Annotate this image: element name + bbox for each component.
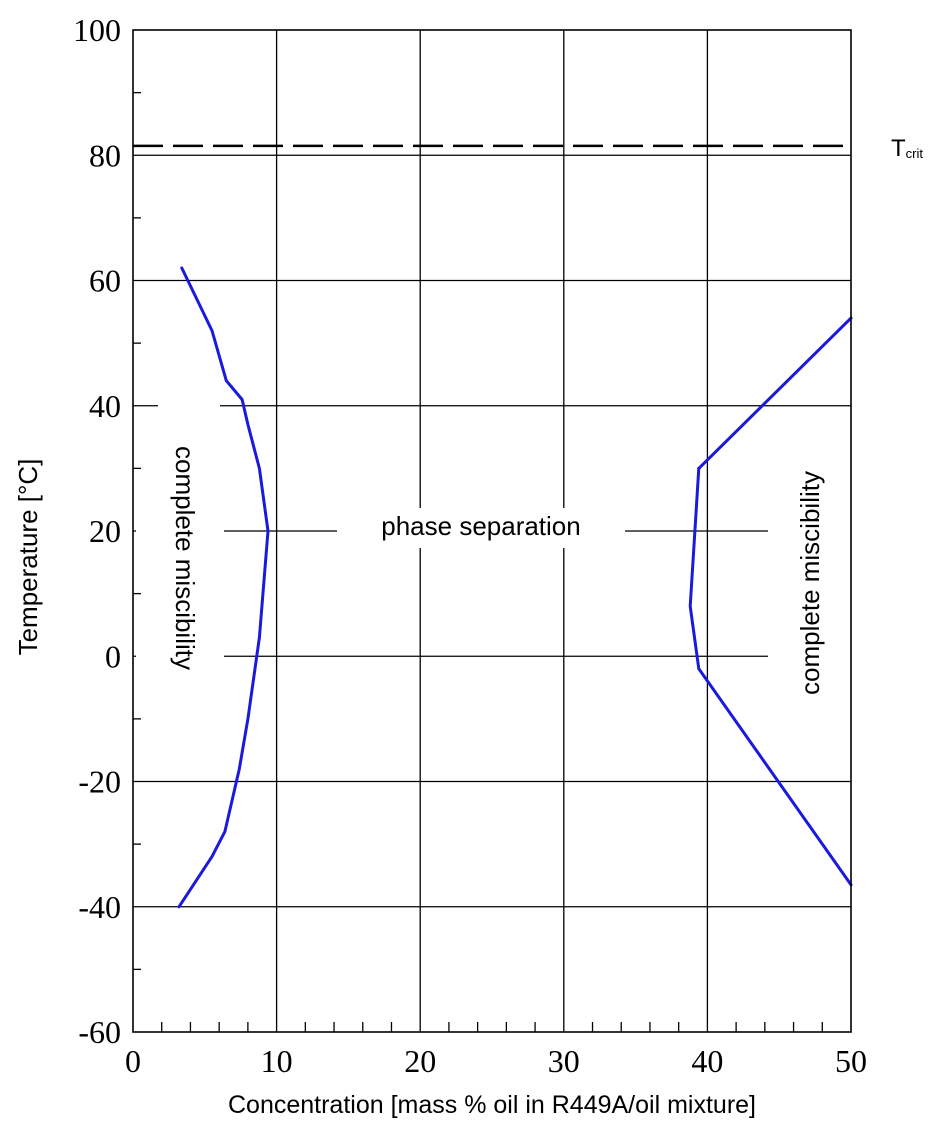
x-tick-label: 50 (835, 1043, 867, 1079)
x-tick-label: 20 (404, 1043, 436, 1079)
x-axis-label: Concentration [mass % oil in R449A/oil m… (228, 1091, 756, 1119)
y-tick-label: -20 (78, 764, 121, 800)
mask-grid-right-20 (768, 505, 850, 555)
tcrit-label-sub: crit (906, 146, 924, 161)
y-tick-label: 60 (89, 263, 121, 299)
y-tick-label: 100 (73, 12, 121, 48)
y-tick-label: 40 (89, 388, 121, 424)
y-tick-label: -40 (78, 889, 121, 925)
data-series (177, 266, 853, 909)
mask-phase-separation (337, 508, 625, 548)
mask-grid-right-0 (768, 630, 850, 680)
y-tick-label: 20 (89, 513, 121, 549)
mask-left-annotation-top (158, 400, 220, 420)
miscibility-curve-3 (697, 316, 853, 470)
mask-grid-left-20 (136, 505, 224, 555)
miscibility-curve-2 (688, 466, 853, 887)
y-axis-label: Temperature [°C] (13, 459, 43, 656)
miscibility-curve-1 (177, 266, 270, 909)
complete-miscibility-left-label: complete miscibility (170, 446, 200, 670)
y-tick-label: 80 (89, 137, 121, 173)
x-tick-label: 30 (548, 1043, 580, 1079)
x-tick-labels: 0 10 20 30 40 50 (125, 1043, 867, 1079)
x-tick-label: 0 (125, 1043, 141, 1079)
mask-grid-left-0 (136, 630, 224, 680)
minor-ticks (133, 91, 823, 1032)
y-tick-labels: -60 -40 -20 0 20 40 60 80 100 (73, 12, 121, 1050)
annotation-masks (136, 400, 851, 746)
phase-separation-label: phase separation (381, 511, 580, 541)
y-tick-label: -60 (78, 1014, 121, 1050)
plot-frame (132, 29, 852, 1033)
mask-right-annotation (790, 420, 851, 746)
tcrit-label: Tcrit (891, 135, 923, 162)
x-tick-label: 10 (261, 1043, 293, 1079)
tcrit-label-main: T (891, 135, 906, 162)
x-tick-label: 40 (691, 1043, 723, 1079)
complete-miscibility-right-label: complete miscibility (795, 471, 825, 695)
y-tick-label: 0 (105, 638, 121, 674)
